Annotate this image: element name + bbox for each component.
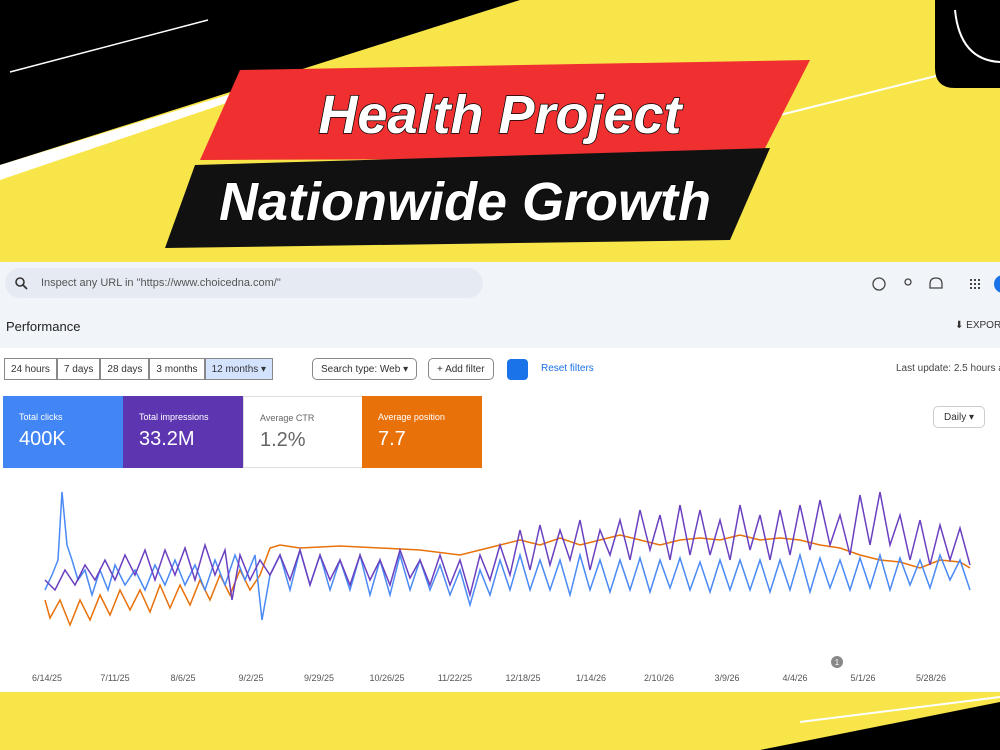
- export-label: EXPORT: [966, 320, 1000, 331]
- metric-card[interactable]: Total impressions 33.2M: [123, 396, 243, 468]
- page-title: Performance: [6, 319, 81, 334]
- metric-card[interactable]: Average position 7.7: [362, 396, 482, 468]
- range-button[interactable]: 24 hours: [4, 358, 57, 380]
- metric-card[interactable]: Average CTR 1.2%: [243, 396, 363, 468]
- search-type[interactable]: Search type: Web ▾: [312, 358, 418, 380]
- header-icons[interactable]: [870, 274, 1000, 294]
- x-tick-label: 5/28/26: [916, 673, 946, 683]
- range-button[interactable]: 7 days: [56, 358, 101, 380]
- x-tick-label: 11/22/25: [438, 673, 472, 683]
- search-icon: [15, 277, 28, 290]
- annotation-label: 1: [835, 658, 840, 667]
- export-button[interactable]: ⬇ EXPORT: [955, 320, 1000, 331]
- metric-label: Total clicks: [19, 412, 63, 422]
- x-tick-label: 6/14/25: [32, 673, 62, 683]
- url-search[interactable]: Inspect any URL in "https://www.choicedn…: [5, 268, 483, 298]
- metric-value: 400K: [19, 428, 66, 450]
- metric-label: Average position: [378, 412, 445, 422]
- metric-value: 33.2M: [139, 428, 195, 450]
- range-button-selected[interactable]: 12 months ▾: [204, 358, 274, 380]
- range-button[interactable]: 3 months: [149, 358, 205, 380]
- x-tick-label: 2/10/26: [644, 673, 674, 683]
- add-filter-label: Add filter: [445, 364, 485, 375]
- performance-chart: 1 6/14/25 7/11/25 8/6/25 9/2/25 9/29/25 10/26…: [32, 491, 971, 683]
- x-tick-label: 12/18/25: [505, 673, 540, 683]
- metric-label: Total impressions: [139, 412, 209, 422]
- metric-label: Average CTR: [260, 413, 315, 423]
- impressions-line: [44, 491, 971, 601]
- range-button[interactable]: 28 days: [100, 358, 150, 380]
- metric-card[interactable]: Total clicks 400K: [3, 396, 123, 468]
- reset-filters[interactable]: Reset filters: [541, 363, 594, 374]
- x-tick-label: 7/11/25: [100, 673, 129, 683]
- console-panel: Inspect any URL in "https://www.choicedn…: [0, 262, 1000, 692]
- granularity-label: Daily: [944, 412, 967, 423]
- banner-line-1: Health Project: [318, 85, 683, 145]
- x-tick-label: 3/9/26: [714, 673, 739, 683]
- metric-value: 7.7: [378, 428, 406, 450]
- date-range: 24 hours 7 days 28 days 3 months 12 mont…: [4, 358, 274, 380]
- x-tick-label: 9/2/25: [238, 673, 263, 683]
- search-type-label: Search type: Web: [321, 364, 401, 375]
- top-bar: Inspect any URL in "https://www.choicedn…: [0, 262, 1000, 348]
- x-tick-label: 8/6/25: [170, 673, 195, 683]
- x-tick-label: 1/14/26: [576, 673, 606, 683]
- x-tick-label: 10/26/25: [369, 673, 404, 683]
- last-update: Last update: 2.5 hours ago: [896, 363, 1000, 374]
- add-filter[interactable]: + Add filter: [428, 358, 494, 380]
- granularity[interactable]: Daily ▾: [933, 406, 986, 428]
- range-label: 12 months: [211, 364, 259, 375]
- banner-line-2: Nationwide Growth: [219, 172, 711, 232]
- clicks-line: [44, 491, 971, 621]
- annotation-marker[interactable]: [831, 656, 843, 668]
- backdrop: Health Project Nationwide Growth: [0, 0, 1000, 248]
- x-tick-label: 9/29/25: [304, 673, 334, 683]
- backdrop-bottom: [760, 696, 1000, 750]
- x-tick-label: 4/4/26: [782, 673, 807, 683]
- metric-value: 1.2%: [260, 429, 306, 451]
- x-tick-label: 5/1/26: [850, 673, 875, 683]
- search-placeholder: Inspect any URL in "https://www.choicedn…: [41, 277, 281, 289]
- filter-icon[interactable]: [507, 359, 528, 380]
